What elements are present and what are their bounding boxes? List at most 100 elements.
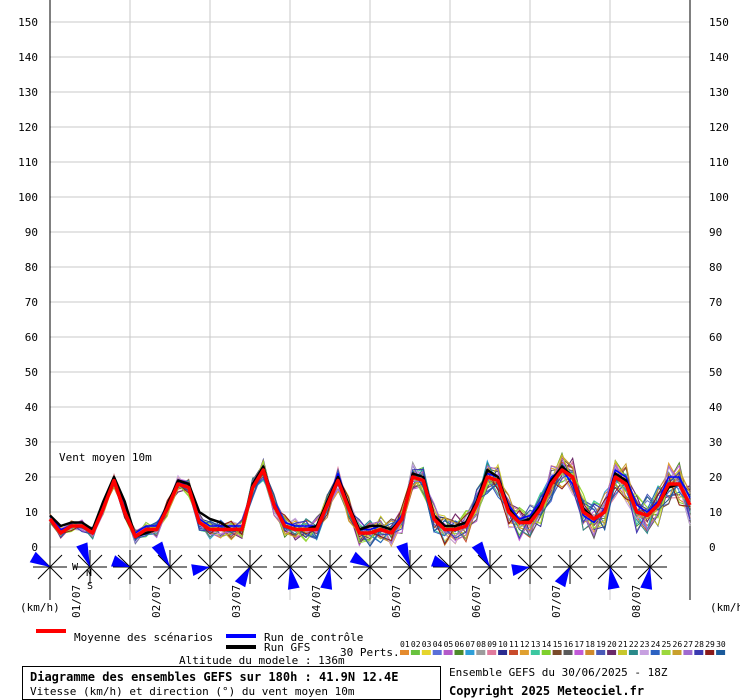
- wind-rose-ray: [437, 566, 451, 580]
- perturbation-line: [49, 462, 691, 547]
- wind-rose: [73, 542, 107, 584]
- wind-direction-wedge: [234, 567, 250, 588]
- wind-rose: [593, 550, 627, 590]
- pert-legend-number: 19: [596, 640, 606, 649]
- wind-rose-ray: [49, 554, 63, 568]
- pert-legend-number: 20: [607, 640, 617, 649]
- wind-rose-ray: [597, 554, 611, 568]
- pert-legend-number: 08: [476, 640, 486, 649]
- chart-title: Diagramme des ensembles GEFS sur 180h : …: [30, 670, 399, 684]
- wind-rose-ray: [609, 566, 623, 580]
- wind-rose-ray: [249, 554, 263, 568]
- wind-rose-ray: [517, 566, 531, 580]
- wind-rose-ray: [477, 566, 491, 580]
- pert-legend-swatch: [585, 650, 595, 655]
- wind-rose-ray: [169, 554, 183, 568]
- wind-rose-ray: [329, 566, 343, 580]
- y-tick-label-right: 20: [709, 471, 722, 484]
- y-tick-label-right: 10: [709, 506, 722, 519]
- wind-rose-ray: [557, 554, 571, 568]
- y-tick-label-left: 40: [25, 401, 38, 414]
- pert-legend-swatch: [650, 650, 660, 655]
- pert-legend-number: 16: [564, 640, 574, 649]
- pert-legend-swatch: [716, 650, 726, 655]
- wind-direction-wedge: [151, 541, 170, 567]
- wind-direction-wedge: [431, 555, 450, 567]
- wind-rose-ray: [277, 554, 291, 568]
- pert-legend-swatch: [519, 650, 529, 655]
- perturbation-line: [49, 461, 691, 541]
- pert-legend-number: 29: [705, 640, 715, 649]
- pert-legend-swatch: [574, 650, 584, 655]
- pert-legend-swatch: [487, 650, 497, 655]
- y-tick-label-right: 130: [709, 86, 729, 99]
- y-tick-label-left: 0: [31, 541, 38, 554]
- wind-rose-ray: [597, 566, 611, 580]
- y-tick-label-right: 90: [709, 226, 722, 239]
- pert-legend-swatch: [410, 650, 420, 655]
- wind-rose-ray: [277, 566, 291, 580]
- wind-rose: [553, 550, 587, 588]
- wind-rose-ray: [529, 554, 543, 568]
- wind-rose: [233, 550, 267, 588]
- wind-rose-ray: [209, 554, 223, 568]
- x-tick-label: 02/07: [150, 585, 163, 618]
- x-tick-label: 08/07: [630, 585, 643, 618]
- x-tick-label: 01/07: [70, 585, 83, 618]
- pert-legend-swatch: [498, 650, 508, 655]
- x-tick-label: 06/07: [470, 585, 483, 618]
- wind-rose: [633, 550, 667, 590]
- pert-legend-number: 05: [444, 640, 454, 649]
- wind-rose-ray: [517, 554, 531, 568]
- pert-legend-number: 13: [531, 640, 541, 649]
- wind-rose: [111, 550, 147, 584]
- pert-legend-swatch: [541, 650, 551, 655]
- left-unit-label: (km/h): [20, 601, 60, 614]
- pert-legend-swatch: [607, 650, 617, 655]
- y-tick-label-left: 90: [25, 226, 38, 239]
- wind-rose-ray: [77, 554, 91, 568]
- legend-gfs-label: Run GFS: [264, 641, 310, 654]
- pert-legend-swatch: [552, 650, 562, 655]
- wind-rose: [29, 550, 67, 584]
- y-tick-label-right: 150: [709, 16, 729, 29]
- wind-rose-ray: [397, 566, 411, 580]
- pert-legend-swatch: [596, 650, 606, 655]
- pert-legend-swatch: [639, 650, 649, 655]
- wind-rose-ray: [649, 566, 663, 580]
- wind-rose-ray: [409, 566, 423, 580]
- pert-legend-swatch: [432, 650, 442, 655]
- wind-rose: [151, 541, 187, 584]
- wind-direction-wedge: [29, 551, 50, 567]
- pert-legend-swatch: [465, 650, 475, 655]
- wind-rose-ray: [449, 554, 463, 568]
- pert-legend-number: 24: [651, 640, 661, 649]
- y-tick-label-left: 100: [18, 191, 38, 204]
- pert-legend-number: 26: [673, 640, 683, 649]
- wind-rose: [393, 542, 427, 584]
- wind-direction-row: NWS: [29, 541, 667, 592]
- pert-legend-swatch: [530, 650, 540, 655]
- pert-legend-number: 18: [585, 640, 595, 649]
- wind-rose-ray: [369, 554, 383, 568]
- wind-direction-wedge: [511, 564, 530, 576]
- y-tick-label-right: 110: [709, 156, 729, 169]
- pert-legend-swatch: [618, 650, 627, 655]
- wind-rose-ray: [117, 566, 131, 580]
- y-tick-label-right: 30: [709, 436, 722, 449]
- wind-rose: [431, 550, 467, 584]
- wind-rose-ray: [289, 554, 303, 568]
- wind-rose-ray: [37, 566, 51, 580]
- wind-rose-ray: [129, 566, 143, 580]
- wind-rose-ray: [49, 566, 63, 580]
- right-unit-label: (km/h): [710, 601, 740, 614]
- wind-direction-wedge: [320, 567, 333, 590]
- wind-direction-wedge: [191, 564, 210, 576]
- pert-legend-swatch: [443, 650, 453, 655]
- y-tick-label-right: 70: [709, 296, 722, 309]
- wind-rose: [313, 550, 347, 590]
- ensemble-run-label: Ensemble GEFS du 30/06/2025 - 18Z: [449, 666, 668, 679]
- pert-legend-swatch: [661, 650, 671, 655]
- wind-rose-ray: [637, 566, 651, 580]
- y-tick-label-left: 60: [25, 331, 38, 344]
